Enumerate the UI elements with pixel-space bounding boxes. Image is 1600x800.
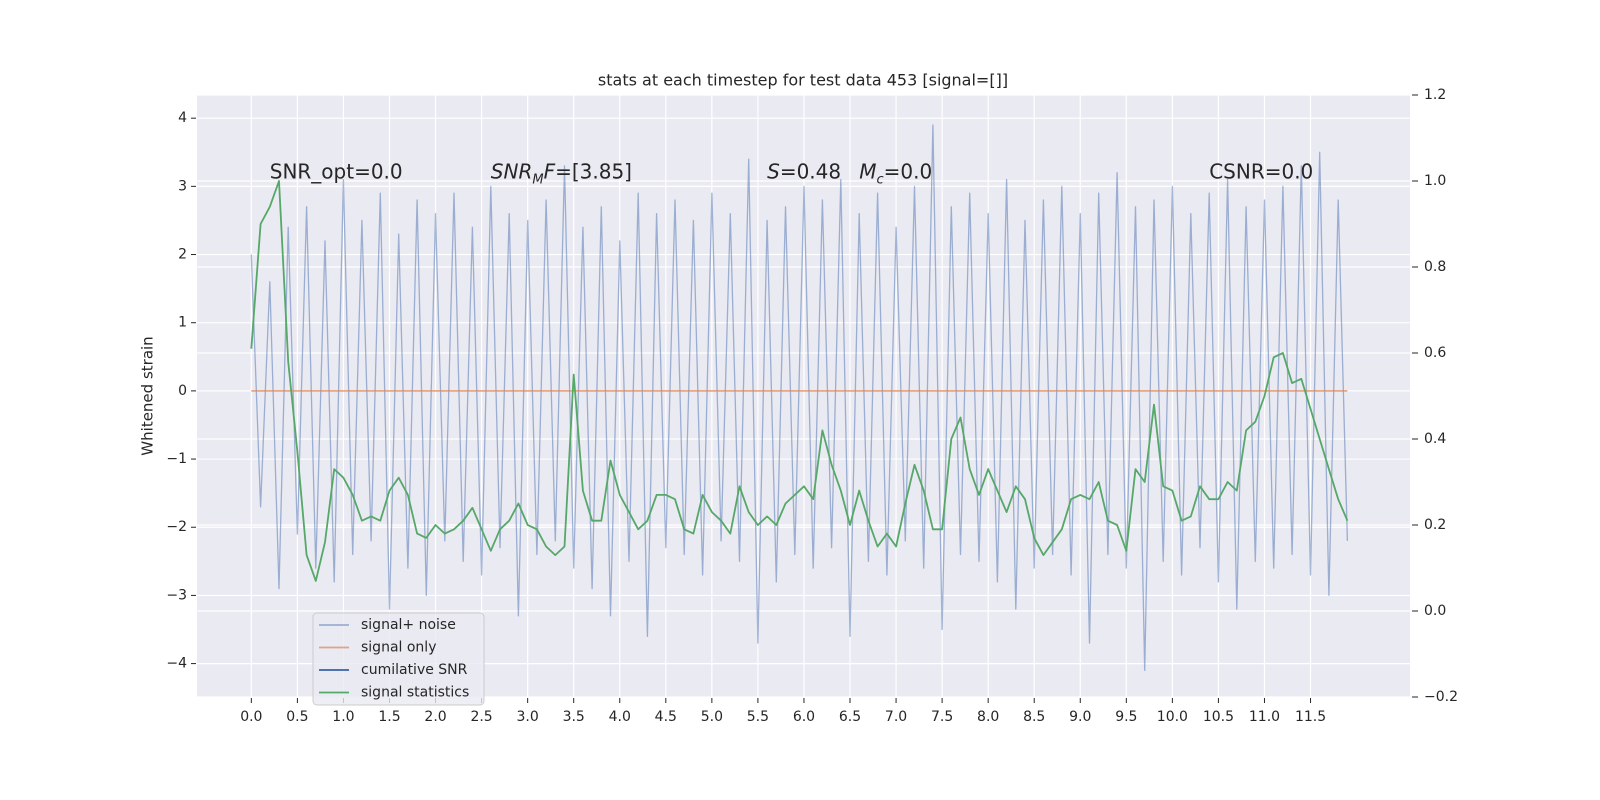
annotation-part: CSNR=0.0 [1209,159,1313,183]
y-tick-label: 3 [178,178,187,194]
x-tick-label: 3.5 [563,709,585,725]
x-tick-label: 2.5 [470,709,492,725]
x-tick-label: 8.0 [977,709,999,725]
x-tick-label: 5.0 [701,709,723,725]
chart-title: stats at each timestep for test data 453… [598,71,1008,90]
x-tick-label: 7.5 [931,709,953,725]
x-tick-label: 4.0 [609,709,631,725]
y-tick-label: 4 [178,110,187,126]
legend-label: signal only [361,640,436,656]
annotation: S=0.48 [767,159,841,183]
y2-tick-label: 0.6 [1424,345,1446,361]
y-tick-label: 2 [178,247,187,263]
y2-tick-label: 0.2 [1424,517,1446,533]
x-tick-label: 1.0 [332,709,354,725]
x-tick-label: 11.0 [1249,709,1280,725]
legend-label: signal statistics [361,685,469,701]
annotation-part: =0.48 [780,159,841,183]
x-tick-label: 0.5 [286,709,308,725]
x-tick-label: 5.5 [747,709,769,725]
x-tick-label: 7.0 [885,709,907,725]
series-line [250,180,1349,582]
x-tick-label: 8.5 [1023,709,1045,725]
annotation-part: =[3.85] [555,159,632,183]
y-axis-label: Whitened strain [139,336,157,455]
y-tick-label: −1 [166,451,187,467]
legend-box [312,612,485,706]
annotation-part: SNR_opt=0.0 [270,159,403,183]
y2-tick-label: 1.0 [1424,173,1446,189]
annotation-part: M [532,173,543,188]
x-tick-label: 9.5 [1115,709,1137,725]
annotation-part: =0.0 [884,159,933,183]
annotation-part: c [876,173,883,188]
y2-tick-label: −0.2 [1424,689,1458,705]
x-tick-label: 2.0 [424,709,446,725]
x-tick-label: 9.0 [1069,709,1091,725]
x-tick-label: 4.5 [655,709,677,725]
x-tick-label: 0.0 [240,709,262,725]
annotation: CSNR=0.0 [1209,159,1313,183]
annotation: SNR_opt=0.0 [270,159,403,183]
annotation-part: F [544,159,556,183]
x-tick-label: 10.5 [1203,709,1234,725]
y-tick-label: −3 [166,587,187,603]
y2-tick-label: 1.2 [1424,87,1446,103]
y-tick-label: 0 [178,383,187,399]
y2-tick-label: 0.0 [1424,603,1446,619]
x-tick-label: 6.5 [839,709,861,725]
annotation: Mc=0.0 [859,159,932,188]
annotation-part: M [859,159,876,183]
x-tick-label: 6.0 [793,709,815,725]
y2-tick-label: 0.8 [1424,259,1446,275]
annotation-part: S [767,159,780,183]
y2-tick-label: 0.4 [1424,431,1446,447]
x-tick-label: 10.0 [1157,709,1188,725]
legend-label: signal+ noise [361,617,456,633]
annotation: SNRMF=[3.85] [491,159,632,188]
legend-label: cumilative SNR [361,662,468,678]
y-tick-label: −4 [166,656,187,672]
y-tick-label: 1 [178,315,187,331]
y-tick-label: −2 [166,519,187,535]
x-tick-label: 11.5 [1295,709,1326,725]
x-tick-label: 1.5 [378,709,400,725]
series-line [250,124,1349,672]
x-tick-label: 3.0 [517,709,539,725]
annotation-part: SNR [491,159,533,183]
